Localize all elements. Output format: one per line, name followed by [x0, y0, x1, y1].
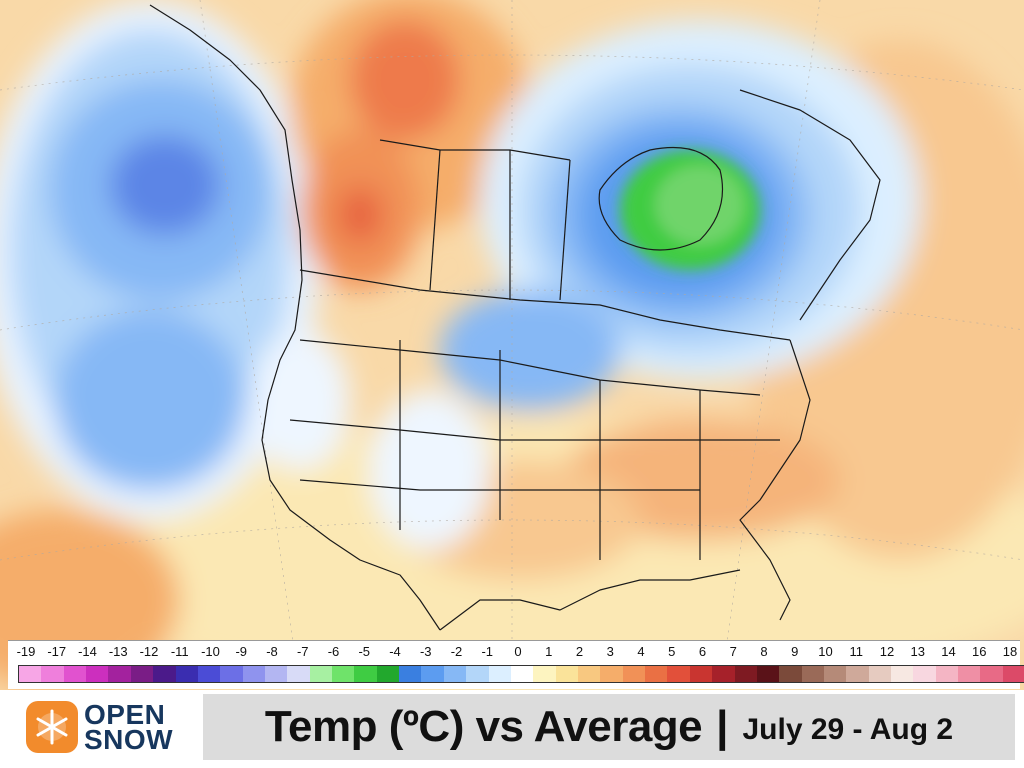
- legend-swatch: [555, 666, 578, 682]
- legend-swatch: [734, 666, 757, 682]
- legend-tick-label: -14: [78, 644, 97, 659]
- legend-tick-label: 8: [760, 644, 768, 659]
- legend-swatch: [689, 666, 713, 682]
- map-canvas: [0, 0, 1024, 690]
- map-title: Temp (ºC) vs Average: [264, 702, 703, 751]
- color-legend: -19 -17 -14 -13 -12 -11 -10 -9 -8 -7 -6 -5 -4 -3 -2 -1 0…: [8, 640, 1024, 689]
- legend-tick-label: -10: [201, 644, 220, 659]
- legend-tick-label: 0: [514, 644, 522, 659]
- snowflake-sun-icon: [26, 701, 78, 753]
- legend-swatch: [935, 666, 959, 682]
- legend-swatch: [622, 666, 646, 682]
- legend-tick-label: -19: [16, 644, 36, 659]
- legend-swatch: [309, 666, 333, 682]
- legend-swatch: [287, 666, 310, 682]
- legend-swatch: [712, 666, 735, 682]
- legend-tick-label: 14: [941, 644, 956, 659]
- legend-swatch: [421, 666, 444, 682]
- legend-swatch: [376, 666, 400, 682]
- legend-tick-label: 1: [545, 644, 553, 659]
- legend-tick-label: -2: [450, 644, 463, 659]
- legend-tick-label: -1: [481, 644, 494, 659]
- legend-tick-label: -13: [108, 644, 128, 659]
- brand-name-line1: OPEN: [84, 699, 166, 730]
- legend-swatch: [823, 666, 847, 682]
- legend-tick-label: -3: [419, 644, 432, 659]
- legend-swatch: [443, 666, 467, 682]
- legend-tick-label: 9: [791, 644, 799, 659]
- legend-swatch: [1002, 666, 1024, 682]
- legend-tick-label: 2: [575, 644, 584, 659]
- legend-tick-label: -17: [47, 644, 67, 659]
- legend-swatch: [399, 666, 422, 682]
- date-range: July 29 - Aug 2: [742, 713, 954, 746]
- legend-swatch: [130, 666, 154, 682]
- legend-tick-label: 7: [729, 644, 737, 659]
- legend-tick-label: -9: [235, 644, 248, 659]
- legend-tick-labels: -19 -17 -14 -13 -12 -11 -10 -9 -8 -7 -6 -5 -4 -3 -2 -1 0…: [17, 644, 1018, 662]
- legend-tick-label: -7: [296, 644, 309, 659]
- legend-tick-label: 6: [698, 644, 707, 659]
- legend-swatch: [41, 666, 64, 682]
- legend-tick-label: -5: [358, 644, 371, 659]
- legend-swatch: [510, 666, 534, 682]
- legend-tick-label: 11: [849, 644, 864, 659]
- legend-tick-label: 16: [972, 644, 987, 659]
- legend-swatch: [645, 666, 668, 682]
- title-bar: Temp (ºC) vs Average | July 29 - Aug 2: [203, 694, 1015, 760]
- title-separator: |: [716, 702, 729, 751]
- legend-swatch: [533, 666, 556, 682]
- legend-tick-label: -11: [170, 644, 189, 659]
- legend-swatch: [667, 666, 690, 682]
- brand-logo: OPEN SNOW: [22, 694, 197, 760]
- legend-swatch: [354, 666, 377, 682]
- legend-tick-label: 10: [818, 644, 833, 659]
- legend-swatch: [466, 666, 489, 682]
- legend-tick-label: 4: [637, 644, 645, 659]
- legend-colorbar: [18, 665, 1024, 683]
- legend-swatch: [488, 666, 511, 682]
- legend-swatch: [264, 666, 288, 682]
- temperature-anomaly-map: [0, 0, 1024, 690]
- legend-swatch: [779, 666, 802, 682]
- legend-tick-label: 12: [879, 644, 895, 659]
- legend-swatch: [958, 666, 981, 682]
- legend-swatch: [577, 666, 601, 682]
- legend-swatch: [801, 666, 824, 682]
- legend-tick-label: 3: [606, 644, 614, 659]
- legend-swatch: [63, 666, 87, 682]
- legend-swatch: [242, 666, 265, 682]
- legend-swatch: [108, 666, 131, 682]
- legend-swatch: [891, 666, 914, 682]
- legend-tick-label: 18: [1002, 644, 1018, 659]
- legend-tick-label: -12: [139, 644, 159, 659]
- legend-swatch: [332, 666, 355, 682]
- legend-tick-label: -4: [389, 644, 401, 659]
- legend-swatch: [220, 666, 243, 682]
- legend-swatch: [175, 666, 198, 682]
- brand-name-line2: SNOW: [84, 724, 174, 755]
- footer-banner: OPEN SNOW Temp (ºC) vs Average | July 29…: [0, 690, 1024, 768]
- legend-tick-label: -6: [327, 644, 340, 659]
- legend-tick-label: 5: [668, 644, 676, 659]
- legend-swatch: [197, 666, 221, 682]
- legend-swatch: [86, 666, 109, 682]
- brand-name: OPEN SNOW: [84, 699, 174, 755]
- legend-tick-label: -8: [266, 644, 278, 659]
- legend-swatch: [980, 666, 1003, 682]
- legend-swatch: [868, 666, 892, 682]
- legend-tick-label: 13: [910, 644, 925, 659]
- legend-swatch: [913, 666, 936, 682]
- legend-swatch: [756, 666, 780, 682]
- legend-swatch: [600, 666, 623, 682]
- legend-swatch: [19, 666, 42, 682]
- legend-swatch: [846, 666, 869, 682]
- legend-swatch: [153, 666, 176, 682]
